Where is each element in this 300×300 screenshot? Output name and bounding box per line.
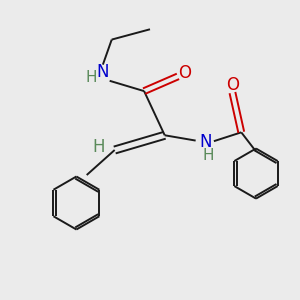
Text: N: N	[200, 133, 212, 151]
Text: H: H	[92, 138, 105, 156]
Text: H: H	[202, 148, 214, 163]
Text: H: H	[85, 70, 97, 86]
Text: O: O	[226, 76, 239, 94]
Text: O: O	[178, 64, 191, 82]
Text: N: N	[97, 63, 109, 81]
